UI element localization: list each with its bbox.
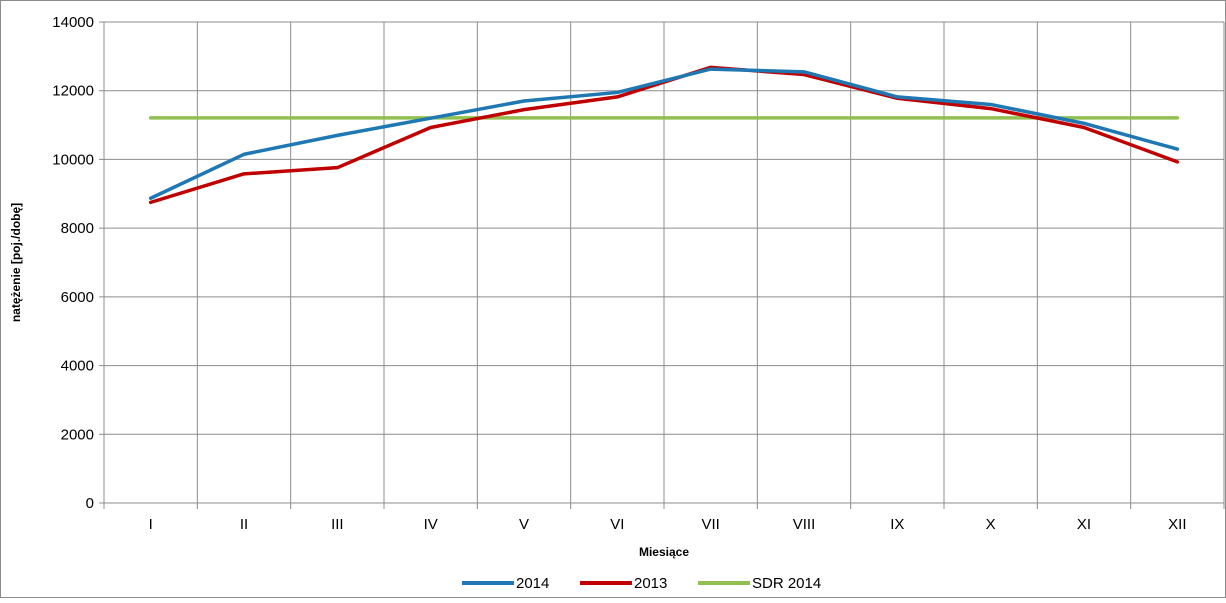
axes	[99, 21, 1225, 509]
y-tick-label: 6000	[61, 289, 94, 306]
y-tick-label: 2000	[61, 426, 94, 443]
legend-label: SDR 2014	[752, 575, 821, 592]
y-tick-label: 8000	[61, 220, 94, 237]
x-tick-label: III	[331, 516, 344, 533]
x-tick-label: VIII	[793, 516, 816, 533]
x-tick-label: I	[149, 516, 153, 533]
legend: 2014 2013 SDR 2014	[462, 575, 821, 592]
x-tick-label: IV	[424, 516, 438, 533]
y-tick-label: 12000	[52, 83, 94, 100]
y-axis-title: natężenie [poj./dobę]	[9, 203, 23, 322]
y-tick-label: 0	[86, 495, 94, 512]
x-tick-label: IX	[890, 516, 904, 533]
legend-label: 2013	[634, 575, 667, 592]
x-tick-label: V	[519, 516, 529, 533]
series-lines	[148, 65, 1180, 205]
y-tick-label: 14000	[52, 14, 94, 31]
x-axis-title: Miesiące	[639, 545, 689, 559]
series-line-2014	[148, 67, 1180, 201]
x-tick-label: XI	[1077, 516, 1091, 533]
x-tick-label: II	[240, 516, 248, 533]
x-tick-label: VII	[701, 516, 719, 533]
y-tick-label: 10000	[52, 151, 94, 168]
y-tick-label: 4000	[61, 358, 94, 375]
legend-label: 2014	[516, 575, 549, 592]
x-tick-label: XII	[1168, 516, 1186, 533]
x-tick-label: X	[986, 516, 996, 533]
x-tick-label: VI	[610, 516, 624, 533]
